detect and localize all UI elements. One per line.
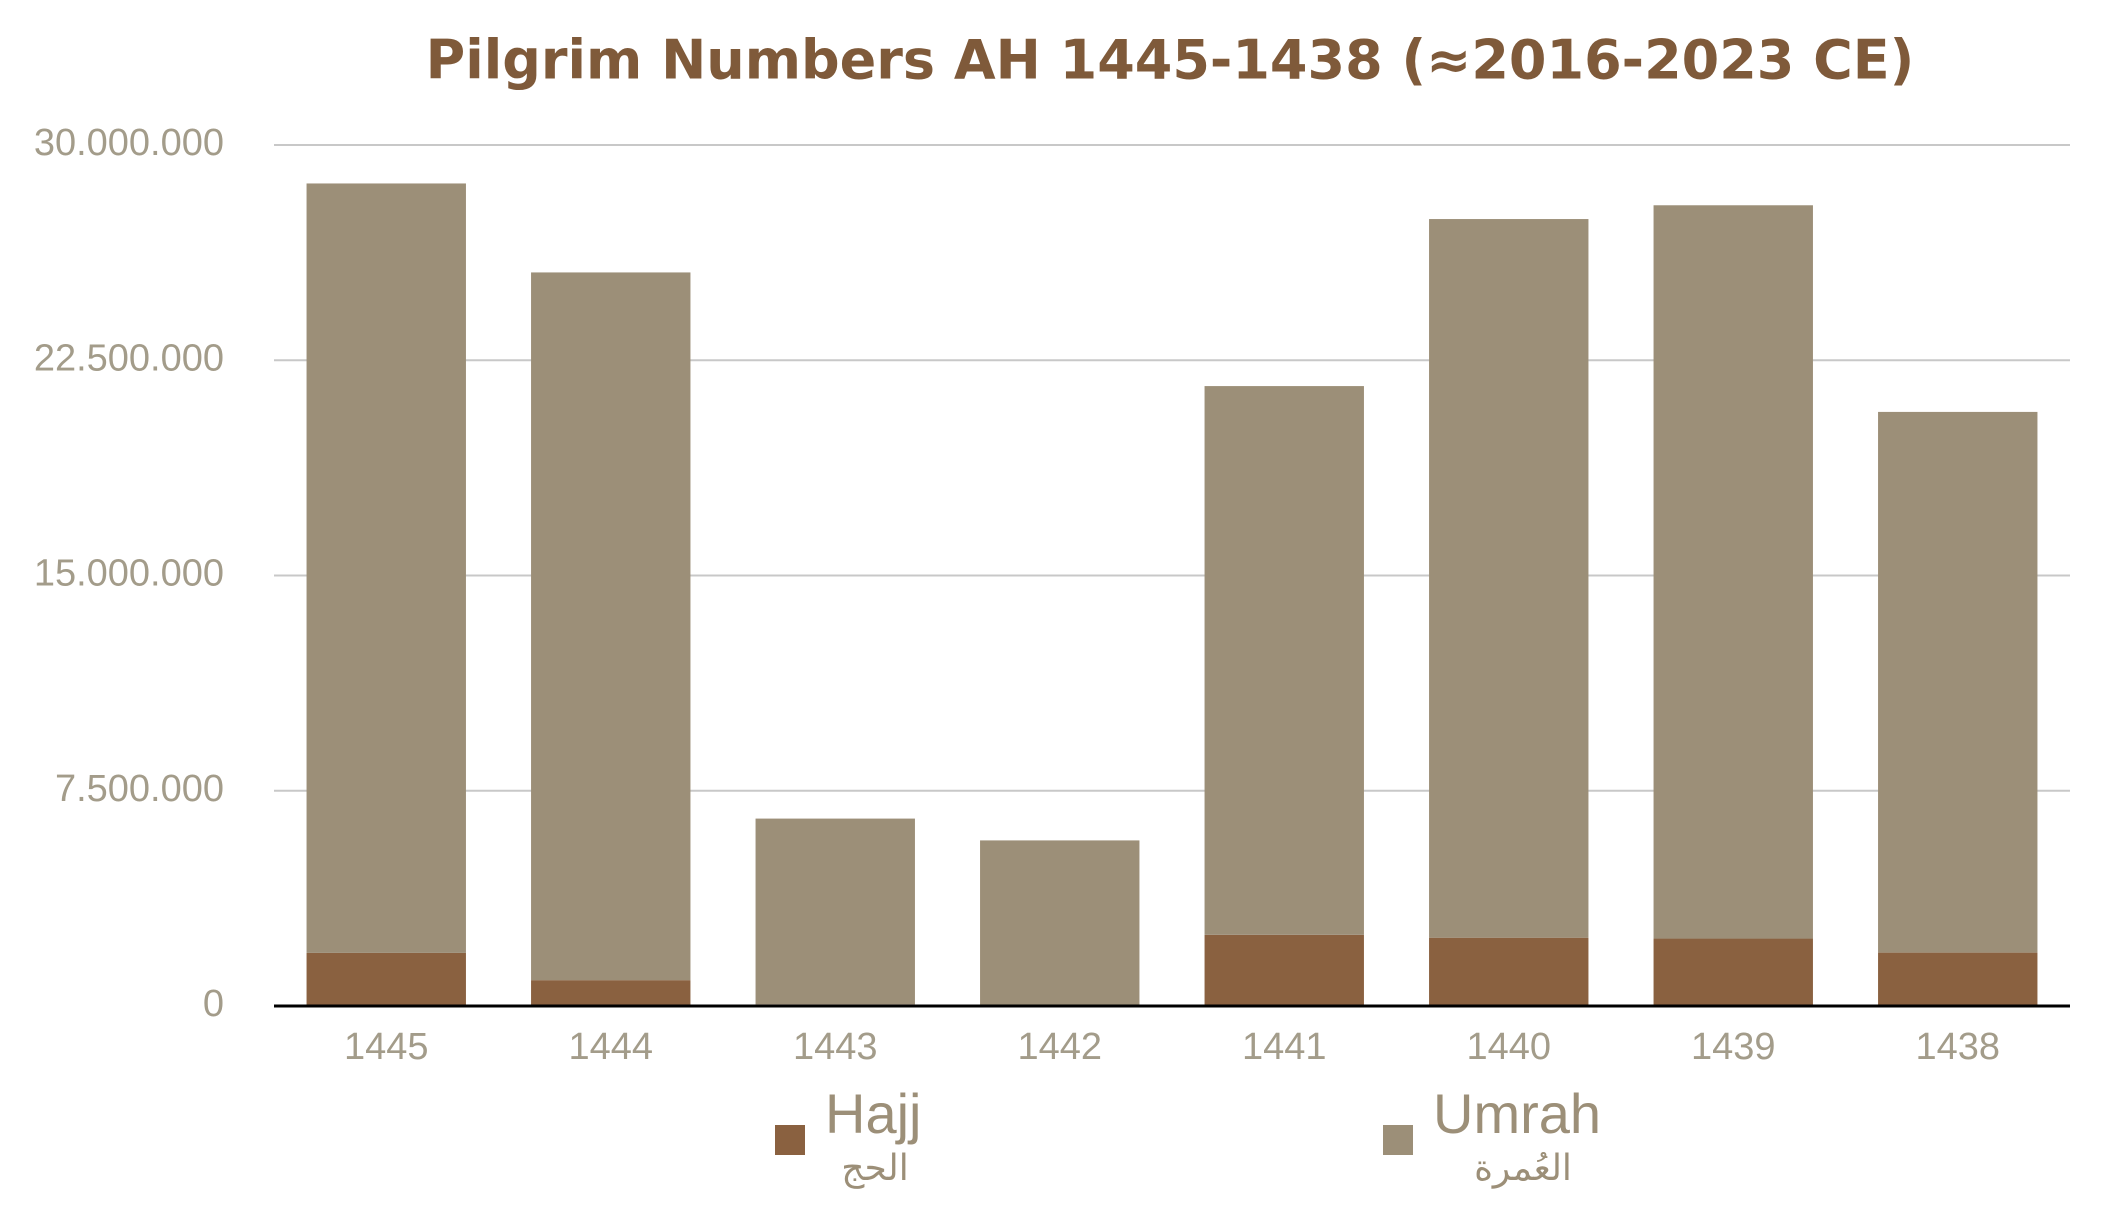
legend-label: Umrah <box>1433 1082 1601 1145</box>
x-tick-label: 1438 <box>1915 1026 2000 1068</box>
y-tick-label: 7.500.000 <box>55 768 224 810</box>
bar-segment <box>306 952 466 1006</box>
legend-swatch <box>775 1125 805 1155</box>
legend-label-arabic: الحج <box>841 1148 908 1189</box>
y-tick-label: 22.500.000 <box>34 337 224 379</box>
bar-segment <box>306 183 466 953</box>
bar-segment <box>531 980 691 1006</box>
bar-segment <box>1653 938 1813 1006</box>
legend-swatch <box>1383 1125 1413 1155</box>
y-tick-label: 0 <box>203 983 224 1025</box>
x-tick-label: 1443 <box>793 1026 878 1068</box>
bar-segment <box>1878 952 2038 1006</box>
bar-segment <box>1204 386 1364 935</box>
bar-segment <box>1429 219 1589 938</box>
y-tick-label: 15.000.000 <box>34 553 224 595</box>
y-tick-label: 30.000.000 <box>34 122 224 164</box>
x-tick-label: 1442 <box>1017 1026 1102 1068</box>
x-tick-label: 1444 <box>568 1026 653 1068</box>
x-tick-label: 1440 <box>1466 1026 1551 1068</box>
bar-segment <box>980 840 1140 1006</box>
bar-segment <box>1204 934 1364 1006</box>
chart-title: Pilgrim Numbers AH 1445-1438 (≈2016-2023… <box>426 29 1915 92</box>
legend-label-arabic: العُمرة <box>1474 1148 1572 1189</box>
bar-segment <box>755 818 915 1005</box>
x-tick-label: 1445 <box>344 1026 429 1068</box>
legend-label: Hajj <box>825 1082 921 1145</box>
bar-segment <box>531 272 691 981</box>
bar-segment <box>1653 205 1813 939</box>
bar-segment <box>1429 937 1589 1006</box>
x-tick-label: 1439 <box>1691 1026 1776 1068</box>
bar-segment <box>1878 411 2038 953</box>
x-tick-label: 1441 <box>1242 1026 1327 1068</box>
